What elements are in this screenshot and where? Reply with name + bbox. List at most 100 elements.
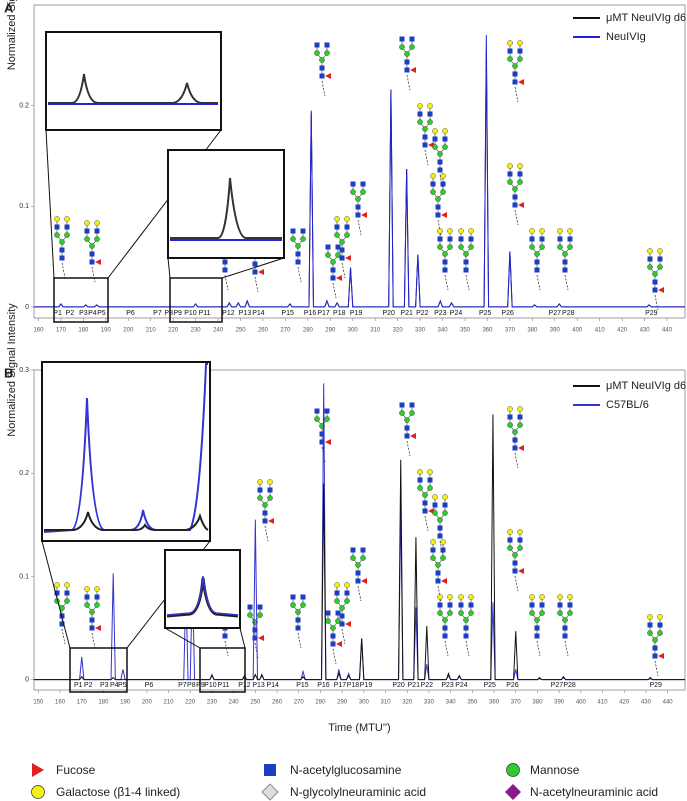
galactose [417, 469, 423, 475]
glcnac [427, 477, 433, 483]
fucose [410, 433, 416, 439]
x-tick-label: 180 [98, 700, 109, 706]
mannose [512, 63, 518, 69]
mannose [442, 617, 448, 623]
glcnac [427, 111, 433, 117]
glcnac [334, 590, 340, 596]
peak-label: P29 [645, 310, 658, 317]
mannose [652, 637, 658, 643]
key-label: N-acetylglucosamine [290, 763, 402, 777]
peak-label: P21 [408, 682, 421, 689]
glcnac [422, 142, 428, 148]
x-tick-label: 240 [213, 328, 224, 334]
leader [406, 74, 411, 91]
peak-label: P14 [266, 682, 279, 689]
glcnac [355, 570, 361, 576]
glcnac [399, 36, 405, 42]
panel-letter: A [4, 0, 14, 15]
x-tick-label: 370 [505, 328, 516, 334]
mannose [409, 410, 415, 416]
x-tick-label: 440 [663, 700, 674, 706]
peak-label: P20 [382, 310, 395, 317]
mannose [344, 598, 350, 604]
leader [465, 274, 470, 291]
glcnac [512, 560, 518, 566]
galactose [334, 216, 340, 222]
x-tick-label: 410 [598, 700, 609, 706]
mannose [463, 617, 469, 623]
glcnac [422, 500, 428, 506]
glcnac [252, 627, 258, 633]
mannose [324, 50, 330, 56]
galactose [94, 586, 100, 592]
glcnac [324, 42, 330, 48]
leader [536, 640, 541, 657]
inset-box [45, 31, 222, 131]
leader [514, 575, 519, 592]
peak-label: P19 [350, 310, 363, 317]
galactose [657, 248, 663, 254]
fucose [345, 255, 351, 261]
glcnac [409, 36, 415, 42]
x-tick-label: 280 [303, 328, 314, 334]
peak-label: P6 [126, 310, 135, 317]
glcnac [507, 537, 513, 543]
glcnac [447, 236, 453, 242]
galactose [458, 228, 464, 234]
peak-label: P26 [501, 310, 514, 317]
mannose [257, 495, 263, 501]
galactose [437, 228, 443, 234]
glcnac [512, 445, 518, 451]
peak-label: P22 [416, 310, 429, 317]
mannose [512, 186, 518, 192]
peak-label: P20 [392, 682, 405, 689]
x-tick-label: 360 [482, 328, 493, 334]
connector [239, 627, 246, 649]
inset-box [167, 149, 285, 259]
mannose [652, 271, 658, 277]
mannose [447, 244, 453, 250]
mannose [430, 555, 436, 561]
mannose [350, 555, 356, 561]
glcnac [440, 547, 446, 553]
galactose [567, 594, 573, 600]
glcnac [562, 625, 568, 631]
y-tick-label: 0.1 [19, 203, 29, 210]
galactose [507, 529, 513, 535]
peak-label: P25 [479, 310, 492, 317]
leader [91, 266, 96, 283]
galactose [427, 469, 433, 475]
leader [514, 86, 519, 103]
glcnac [360, 181, 366, 187]
glcnac [652, 287, 658, 293]
peak-label: P24 [450, 310, 463, 317]
glcnac [417, 111, 423, 117]
glcnac [435, 578, 441, 584]
zoom-region [69, 647, 128, 693]
glcnac [59, 255, 65, 261]
x-tick-label: 380 [527, 328, 538, 334]
peak-label: P12 [222, 310, 235, 317]
mannose [94, 236, 100, 242]
connector [41, 540, 71, 649]
mannose [447, 610, 453, 616]
galactose [344, 582, 350, 588]
galactose [84, 586, 90, 592]
x-tick-label: 390 [554, 700, 565, 706]
x-tick-label: 150 [33, 700, 44, 706]
galactose [427, 103, 433, 109]
glcnac [399, 402, 405, 408]
zoom-region [53, 277, 109, 323]
plot-frame [33, 369, 686, 691]
leader [341, 262, 346, 279]
mannose [442, 510, 448, 516]
peak-label: P4 [88, 310, 97, 317]
glcnac [94, 594, 100, 600]
inset-trace [44, 511, 209, 531]
leader [564, 274, 569, 291]
glcnac [437, 159, 443, 165]
glcnac [262, 518, 268, 524]
mannose [404, 417, 410, 423]
glcnac [422, 508, 428, 514]
